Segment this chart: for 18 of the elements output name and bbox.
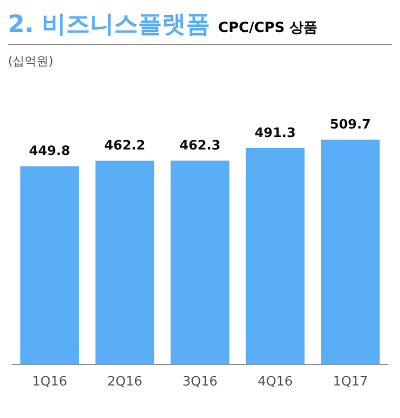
bar bbox=[95, 160, 154, 364]
data-label: 449.8 bbox=[29, 144, 70, 160]
data-label: 491.3 bbox=[254, 126, 296, 141]
x-tick-label: 1Q16 bbox=[32, 374, 68, 390]
bar bbox=[246, 148, 305, 364]
x-tick-label: 2Q16 bbox=[107, 374, 142, 390]
bar bbox=[321, 140, 380, 364]
bar bbox=[20, 166, 79, 364]
x-tick-label: 3Q16 bbox=[182, 374, 218, 390]
x-tick-label: 1Q17 bbox=[332, 374, 368, 390]
data-label: 462.3 bbox=[179, 138, 221, 154]
chart-subtitle: CPC/CPS 상품 bbox=[218, 19, 318, 37]
data-label: 509.7 bbox=[330, 118, 371, 133]
text: (십억원) bbox=[8, 53, 54, 70]
bar bbox=[170, 160, 230, 364]
data-label: 462.2 bbox=[104, 138, 146, 154]
chart-title: 2. 비즈니스플랫폼 bbox=[8, 9, 210, 40]
x-tick-label: 4Q16 bbox=[258, 374, 293, 390]
